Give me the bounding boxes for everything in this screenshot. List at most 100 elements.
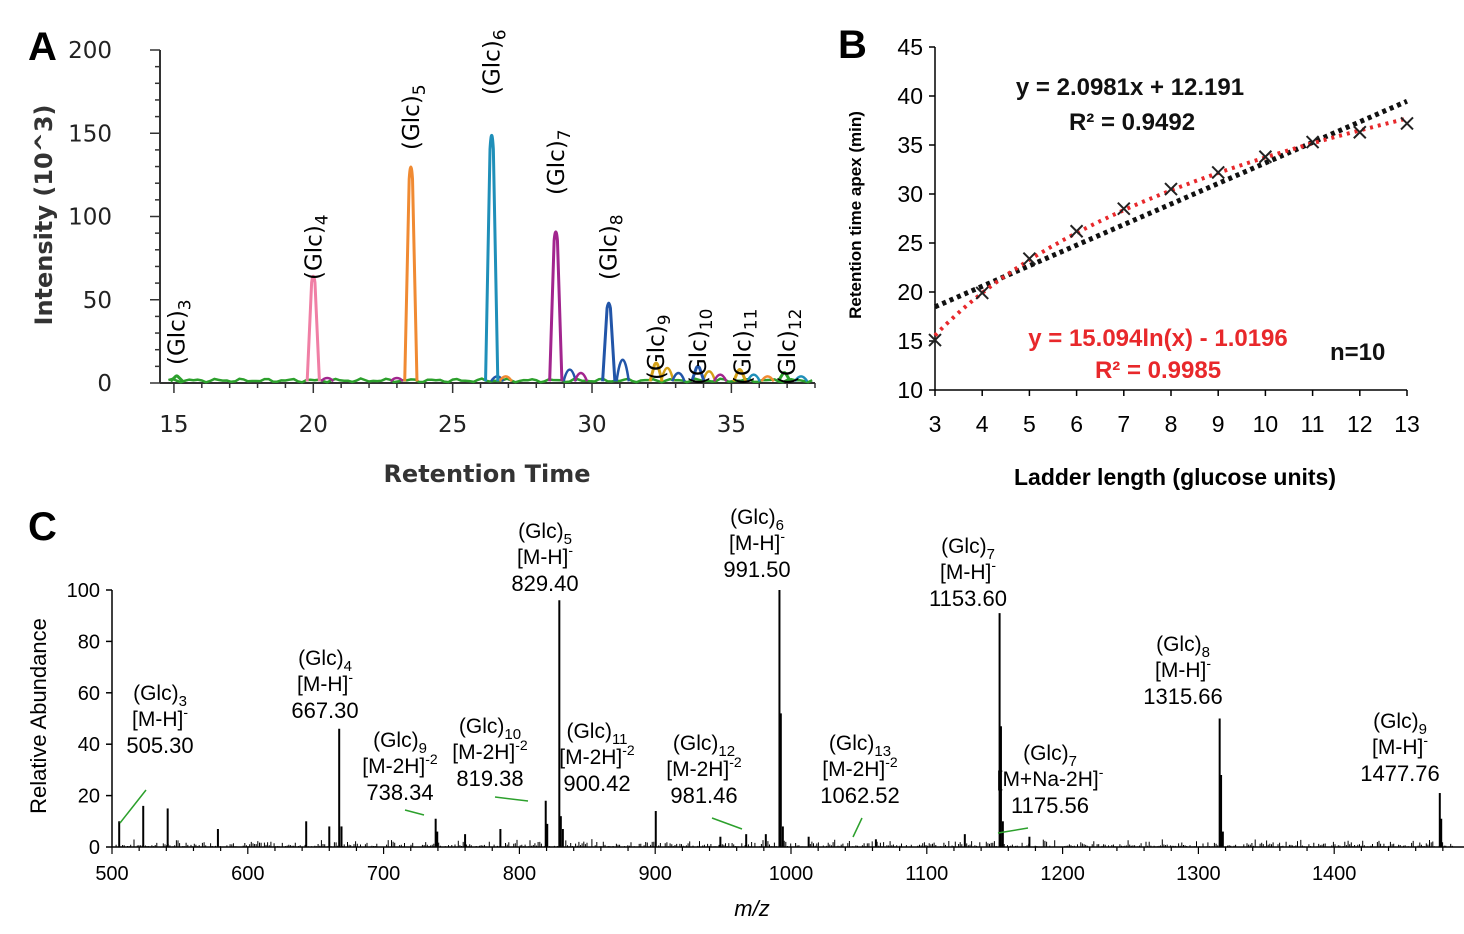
panel-a-x-tick-label: 35 xyxy=(717,412,746,438)
peak-annotation-ion: (Glc)5 xyxy=(518,520,572,548)
panel-c-x-tick-label: 600 xyxy=(231,863,264,885)
peak-annotation-ion: (Glc)13 xyxy=(829,732,891,760)
peak-annotation-mz: 1315.66 xyxy=(1143,684,1223,709)
panel-b-x-tick-label: 10 xyxy=(1253,411,1279,437)
peak-annotation-adduct: [M-2H]-2 xyxy=(362,751,438,778)
panel-c-x-tick-label: 700 xyxy=(367,863,400,885)
panel-a-minor-peak xyxy=(793,375,809,383)
linear-fit-equation: y = 2.0981x + 12.191 xyxy=(1016,74,1244,101)
panel-b-y-tick-label: 20 xyxy=(897,279,923,305)
data-point-marker xyxy=(1164,182,1178,196)
panel-a-y-tick-label: 200 xyxy=(68,38,112,64)
sample-size-label: n=10 xyxy=(1330,339,1385,366)
panel-c-x-tick-label: 1400 xyxy=(1312,863,1357,885)
linear-fit-r2: R² = 0.9492 xyxy=(1069,109,1195,136)
peak-annotation-mz: 829.40 xyxy=(511,571,578,596)
panel-c-y-tick-label: 0 xyxy=(89,837,100,859)
peak-annotation-leader xyxy=(119,789,147,824)
data-point-marker xyxy=(1353,125,1367,139)
peak-annotation-adduct: [M-H]- xyxy=(729,528,785,555)
peak-annotation-ion: (Glc)8 xyxy=(1156,633,1210,661)
peak-annotation-mz: 900.42 xyxy=(563,771,630,796)
panel-a-peak-label: (Glc)12 xyxy=(775,309,806,385)
panel-a-minor-peak xyxy=(498,375,513,383)
data-point-marker xyxy=(1211,165,1225,180)
panel-b-ladder-plot: Ladder length (glucose units) Retention … xyxy=(846,34,1420,490)
panel-c-x-tick-label: 500 xyxy=(95,863,128,885)
peak-annotation-adduct: [M-H]- xyxy=(132,704,188,731)
panel-b-y-tick-label: 15 xyxy=(897,328,923,354)
panel-b-y-tick-label: 25 xyxy=(897,230,923,256)
panel-b-x-tick-label: 5 xyxy=(1023,411,1036,437)
peak-annotation-adduct: [M-2H]-2 xyxy=(452,737,528,764)
peak-annotation-mz: 819.38 xyxy=(456,766,523,791)
panel-b-x-tick-label: 11 xyxy=(1301,411,1325,437)
peak-annotation-adduct: [M-H]- xyxy=(517,542,573,569)
panel-b-x-tick-label: 3 xyxy=(929,411,942,437)
panel-a-x-tick-label: 15 xyxy=(159,412,188,438)
peak-annotation-mz: 738.34 xyxy=(366,780,433,805)
panel-a-minor-peak xyxy=(671,371,686,382)
data-point-marker xyxy=(1117,201,1131,216)
peak-annotation-ion: (Glc)11 xyxy=(566,720,627,748)
log-fit-equation: y = 15.094ln(x) - 1.0196 xyxy=(1028,325,1288,352)
panel-c-x-tick-label: 1100 xyxy=(905,863,948,885)
panel-b-x-axis-label: Ladder length (glucose units) xyxy=(1014,464,1336,490)
panel-a-peak-label: (Glc)9 xyxy=(644,314,675,380)
panel-a-peak-trace xyxy=(776,371,792,383)
panel-b-x-tick-label: 13 xyxy=(1394,411,1420,437)
panel-a-y-axis-label: Intensity (10^3) xyxy=(30,105,58,326)
panel-a-peak-label: (Glc)11 xyxy=(731,309,762,385)
panel-a-peak-label: (Glc)7 xyxy=(544,129,575,195)
panel-a-y-tick-label: 150 xyxy=(68,121,112,147)
panel-a-x-tick-label: 20 xyxy=(299,412,328,438)
panel-c-y-axis-label: Relative Abundance xyxy=(26,618,51,814)
data-point-marker xyxy=(1400,116,1414,131)
peak-annotation-mz: 1062.52 xyxy=(820,783,900,808)
peak-annotation-adduct: [M-2H]-2 xyxy=(559,742,635,769)
panel-b-y-tick-label: 35 xyxy=(897,132,923,158)
peak-annotation-adduct: [M+Na-2H]- xyxy=(997,764,1104,791)
panel-a-minor-peak xyxy=(389,376,404,383)
panel-a-peak-trace xyxy=(305,274,321,382)
peak-annotation-adduct: [M-2H]-2 xyxy=(666,754,742,781)
panel-a-peak-trace xyxy=(732,368,748,382)
panel-b-x-tick-label: 7 xyxy=(1117,411,1130,437)
panel-b-y-axis-label: Retention time apex (min) xyxy=(846,111,865,319)
panel-label-b: B xyxy=(838,23,867,67)
log-fit-curve xyxy=(933,116,1408,337)
panel-a-peak-trace xyxy=(548,230,564,382)
peak-annotation-leader xyxy=(404,809,425,816)
panel-a-peak-label: (Glc)4 xyxy=(301,214,332,280)
panel-a-chromatogram: Retention Time Intensity (10^3) 0 50 100 15… xyxy=(30,29,816,488)
panel-a-minor-peak xyxy=(746,373,761,382)
peak-annotation-mz: 1153.60 xyxy=(929,586,1007,611)
panel-a-peak-trace xyxy=(690,364,706,382)
peak-annotation-mz: 1477.76 xyxy=(1360,761,1440,786)
panel-c-y-tick-label: 60 xyxy=(78,683,100,705)
panel-a-y-tick-label: 0 xyxy=(97,371,112,397)
panel-a-minor-peak xyxy=(320,376,335,383)
panel-c-y-tick-label: 40 xyxy=(78,734,100,756)
peak-annotation-mz: 981.46 xyxy=(670,783,737,808)
data-point-marker xyxy=(1069,224,1084,238)
peak-annotation-ion: (Glc)7 xyxy=(1023,742,1077,770)
panel-label-c: C xyxy=(28,505,57,549)
peak-annotation-ion: (Glc)4 xyxy=(298,647,352,675)
panel-a-x-tick-label: 30 xyxy=(577,412,606,438)
panel-b-x-tick-label: 4 xyxy=(976,411,989,437)
panel-a-peak-trace xyxy=(169,374,184,383)
peak-annotation-ion: (Glc)7 xyxy=(941,535,995,563)
panel-a-peak-label: (Glc)6 xyxy=(480,29,511,95)
panel-c-x-tick-label: 1000 xyxy=(769,863,814,885)
panel-b-y-tick-label: 30 xyxy=(897,181,923,207)
panel-b-y-tick-label: 10 xyxy=(897,377,923,403)
panel-a-minor-peak xyxy=(573,371,589,382)
peak-annotation-mz: 1175.56 xyxy=(1011,793,1089,818)
peak-annotation-leader xyxy=(494,796,529,802)
panel-c-x-tick-label: 1300 xyxy=(1176,863,1221,885)
panel-b-y-tick-label: 45 xyxy=(897,34,923,60)
data-point-marker xyxy=(975,286,989,300)
panel-c-x-tick-label: 1200 xyxy=(1040,863,1085,885)
